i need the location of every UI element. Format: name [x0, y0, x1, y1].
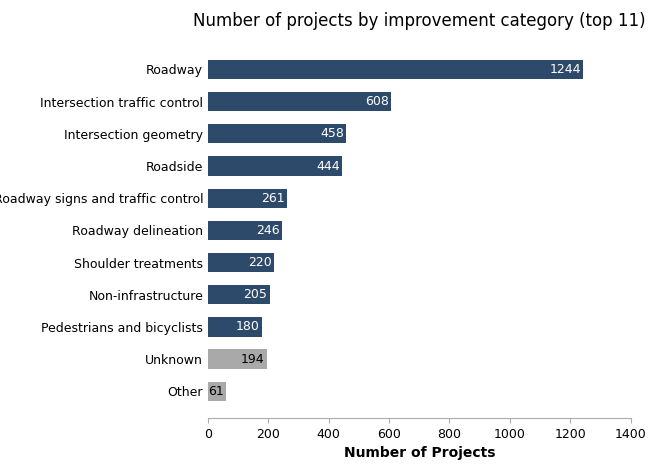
Bar	[208, 381, 226, 401]
Bar	[208, 189, 287, 208]
Text: 458: 458	[320, 127, 344, 140]
Bar	[208, 156, 342, 176]
Bar	[208, 285, 270, 304]
Bar	[208, 253, 274, 272]
Text: 180: 180	[236, 321, 260, 333]
Bar	[208, 124, 346, 143]
Text: 246: 246	[256, 224, 280, 237]
Text: 608: 608	[365, 95, 389, 108]
Bar	[208, 317, 263, 337]
Bar	[208, 221, 282, 240]
Text: 261: 261	[261, 192, 284, 205]
Title: Number of projects by improvement category (top 11): Number of projects by improvement catego…	[193, 12, 645, 30]
X-axis label: Number of Projects: Number of Projects	[343, 446, 495, 460]
Bar	[208, 350, 266, 369]
Text: 444: 444	[316, 160, 339, 172]
Text: 1244: 1244	[549, 63, 581, 76]
Text: 61: 61	[208, 385, 224, 398]
Text: 220: 220	[248, 256, 272, 269]
Text: 205: 205	[244, 288, 267, 301]
Bar	[208, 60, 584, 79]
Text: 194: 194	[240, 352, 264, 366]
Bar	[208, 92, 391, 111]
